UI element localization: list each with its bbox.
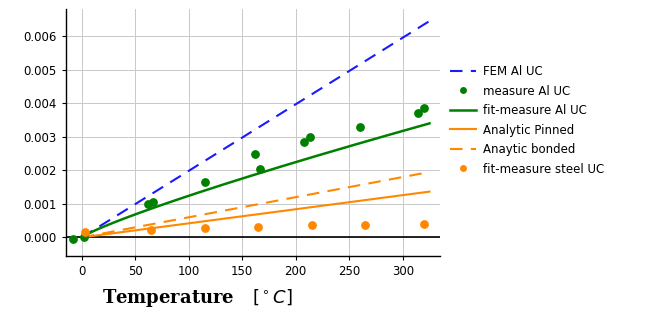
Anaytic bonded: [426, 170, 434, 174]
fit-measure steel UC: [200, 225, 210, 230]
Analytic Pinned: [393, 194, 401, 198]
Anaytic bonded: [371, 180, 379, 184]
fit-measure Al UC: [78, 236, 85, 239]
Line: fit-measure Al UC: fit-measure Al UC: [81, 123, 430, 237]
fit-measure Al UC: [283, 163, 290, 167]
Line: Analytic Pinned: Analytic Pinned: [81, 192, 430, 237]
Anaytic bonded: [285, 197, 293, 200]
Analytic Pinned: [426, 190, 434, 193]
measure Al UC: [250, 152, 260, 157]
Anaytic bonded: [393, 176, 401, 180]
measure Al UC: [68, 237, 78, 242]
measure Al UC: [143, 201, 153, 206]
fit-measure steel UC: [79, 229, 90, 234]
fit-measure Al UC: [340, 146, 348, 150]
Analytic Pinned: [285, 208, 293, 212]
measure Al UC: [299, 140, 309, 145]
Anaytic bonded: [284, 197, 292, 201]
measure Al UC: [255, 166, 265, 171]
fit-measure steel UC: [307, 223, 317, 228]
measure Al UC: [355, 124, 365, 129]
measure Al UC: [200, 180, 210, 185]
fit-measure steel UC: [146, 227, 156, 232]
Analytic Pinned: [79, 235, 87, 239]
fit-measure Al UC: [426, 121, 434, 125]
fit-measure Al UC: [310, 155, 318, 158]
Legend: FEM Al UC, measure Al UC, fit-measure Al UC, Analytic Pinned, Anaytic bonded, fi: FEM Al UC, measure Al UC, fit-measure Al…: [450, 65, 604, 176]
fit-measure steel UC: [253, 224, 263, 229]
measure Al UC: [304, 134, 315, 139]
measure Al UC: [419, 106, 430, 111]
Anaytic bonded: [78, 236, 85, 239]
fit-measure Al UC: [235, 178, 243, 181]
Analytic Pinned: [284, 208, 292, 212]
measure Al UC: [79, 234, 89, 239]
Analytic Pinned: [371, 197, 379, 201]
fit-measure steel UC: [419, 222, 430, 227]
fit-measure Al UC: [139, 210, 147, 213]
measure Al UC: [148, 200, 159, 205]
fit-measure Al UC: [168, 200, 175, 203]
Text: Temperature   $[{^\circ}C]$: Temperature $[{^\circ}C]$: [102, 287, 292, 309]
Analytic Pinned: [78, 236, 85, 239]
Line: Anaytic bonded: Anaytic bonded: [81, 172, 430, 237]
Analytic Pinned: [290, 207, 298, 211]
Anaytic bonded: [79, 235, 87, 239]
Anaytic bonded: [290, 196, 298, 199]
fit-measure steel UC: [360, 222, 371, 227]
measure Al UC: [413, 111, 423, 116]
